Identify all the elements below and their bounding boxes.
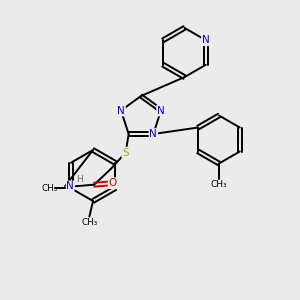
Text: N: N xyxy=(157,106,165,116)
Text: CH₃: CH₃ xyxy=(211,180,227,189)
Text: H: H xyxy=(76,175,83,184)
Text: S: S xyxy=(122,148,129,158)
Text: CH₃: CH₃ xyxy=(41,184,57,193)
Text: N: N xyxy=(202,35,210,45)
Text: O: O xyxy=(109,178,117,188)
Text: N: N xyxy=(66,181,74,191)
Text: N: N xyxy=(149,129,157,139)
Text: CH₃: CH₃ xyxy=(81,218,98,227)
Text: N: N xyxy=(117,106,125,116)
